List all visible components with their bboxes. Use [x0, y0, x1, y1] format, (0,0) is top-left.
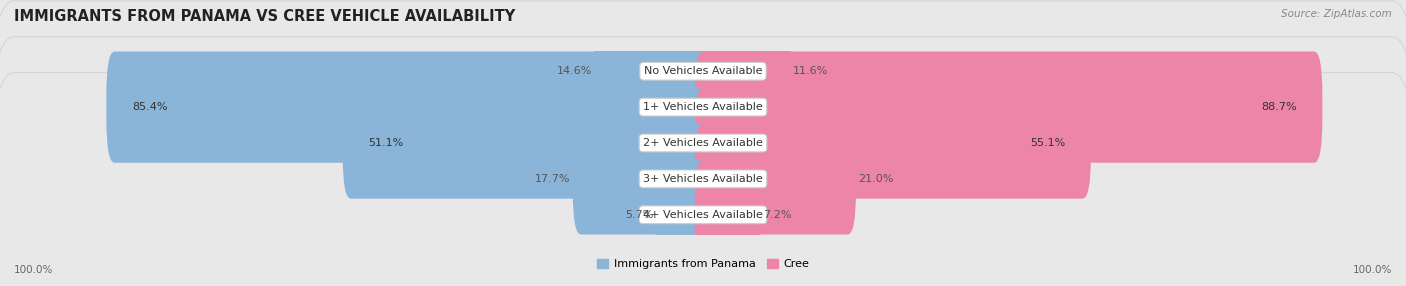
Text: IMMIGRANTS FROM PANAMA VS CREE VEHICLE AVAILABILITY: IMMIGRANTS FROM PANAMA VS CREE VEHICLE A…	[14, 9, 516, 23]
Text: 85.4%: 85.4%	[132, 102, 167, 112]
Text: 7.2%: 7.2%	[763, 210, 792, 220]
FancyBboxPatch shape	[695, 87, 1091, 199]
FancyBboxPatch shape	[695, 123, 856, 235]
FancyBboxPatch shape	[595, 16, 711, 127]
Text: 88.7%: 88.7%	[1261, 102, 1296, 112]
Text: 17.7%: 17.7%	[536, 174, 571, 184]
Text: 2+ Vehicles Available: 2+ Vehicles Available	[643, 138, 763, 148]
FancyBboxPatch shape	[695, 159, 761, 270]
Text: 14.6%: 14.6%	[557, 66, 592, 76]
FancyBboxPatch shape	[343, 87, 711, 199]
Text: 100.0%: 100.0%	[1353, 265, 1392, 275]
FancyBboxPatch shape	[0, 0, 1406, 213]
Text: 5.7%: 5.7%	[626, 210, 654, 220]
FancyBboxPatch shape	[0, 73, 1406, 286]
Text: Source: ZipAtlas.com: Source: ZipAtlas.com	[1281, 9, 1392, 19]
FancyBboxPatch shape	[695, 51, 1323, 163]
Text: 3+ Vehicles Available: 3+ Vehicles Available	[643, 174, 763, 184]
Text: 11.6%: 11.6%	[793, 66, 828, 76]
FancyBboxPatch shape	[695, 16, 792, 127]
FancyBboxPatch shape	[107, 51, 711, 163]
FancyBboxPatch shape	[655, 159, 711, 270]
FancyBboxPatch shape	[0, 37, 1406, 286]
Legend: Immigrants from Panama, Cree: Immigrants from Panama, Cree	[598, 259, 808, 269]
FancyBboxPatch shape	[0, 0, 1406, 249]
Text: 1+ Vehicles Available: 1+ Vehicles Available	[643, 102, 763, 112]
Text: 4+ Vehicles Available: 4+ Vehicles Available	[643, 210, 763, 220]
Text: 55.1%: 55.1%	[1031, 138, 1066, 148]
Text: 21.0%: 21.0%	[858, 174, 893, 184]
Text: 100.0%: 100.0%	[14, 265, 53, 275]
Text: No Vehicles Available: No Vehicles Available	[644, 66, 762, 76]
Text: 51.1%: 51.1%	[368, 138, 404, 148]
FancyBboxPatch shape	[572, 123, 711, 235]
